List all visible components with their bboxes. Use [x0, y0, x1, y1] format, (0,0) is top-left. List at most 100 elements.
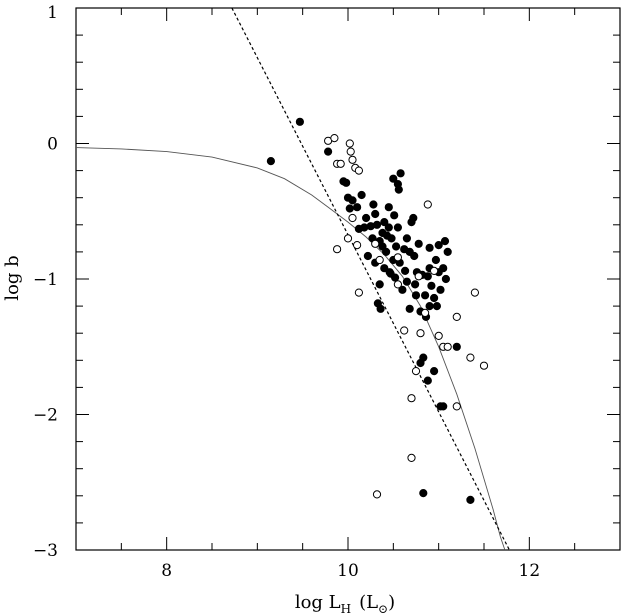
filled-point	[387, 234, 396, 243]
filled-point	[425, 302, 434, 311]
filled-point	[401, 266, 410, 275]
open-point	[430, 266, 439, 275]
open-point	[407, 394, 416, 403]
filled-point	[427, 281, 436, 290]
open-point	[375, 255, 384, 265]
filled-point	[372, 220, 382, 229]
filled-point	[324, 147, 333, 156]
filled-point	[396, 169, 405, 178]
x-axis-label-subscript: H	[341, 602, 351, 616]
filled-point	[362, 213, 371, 223]
filled-point	[414, 239, 423, 248]
filled-point	[295, 117, 304, 126]
open-point	[434, 331, 443, 340]
filled-point	[423, 272, 432, 281]
y-tick-label: 0	[47, 135, 58, 155]
y-tick-label: −3	[33, 541, 58, 561]
plot-border	[75, 7, 621, 551]
filled-point	[443, 247, 452, 256]
open-point	[470, 288, 479, 297]
y-axis-label: log b	[2, 255, 23, 300]
x-axis-label-unit-subscript: ⊙	[378, 602, 388, 616]
filled-point	[419, 353, 428, 362]
open-point	[348, 213, 357, 223]
filled-point	[431, 255, 440, 265]
axis-ticks	[75, 7, 621, 551]
filled-point	[348, 196, 357, 205]
filled-point	[439, 402, 448, 411]
filled-point	[375, 280, 384, 289]
open-point	[343, 234, 353, 243]
open-point	[393, 280, 402, 289]
open-point	[452, 312, 461, 321]
filled-point	[441, 274, 450, 284]
filled-point	[345, 204, 354, 213]
open-point	[407, 453, 416, 462]
open-point	[333, 245, 342, 254]
dashed-curve	[231, 7, 510, 551]
open-point	[400, 326, 409, 335]
open-point	[414, 272, 423, 281]
solid-curve	[75, 147, 506, 551]
filled-point	[419, 489, 428, 498]
filled-point	[369, 200, 378, 209]
filled-point	[380, 264, 389, 273]
plot-frame	[75, 7, 621, 551]
filled-point	[405, 304, 414, 313]
open-point	[354, 166, 363, 175]
filled-point	[409, 213, 418, 223]
x-axis-label-unit: (L	[359, 592, 378, 613]
filled-point	[452, 342, 461, 351]
x-tick-label: 12	[519, 561, 541, 581]
filled-point	[342, 178, 351, 187]
x-tick-label: 8	[161, 561, 172, 581]
model-curves	[75, 7, 510, 551]
filled-point	[436, 285, 445, 294]
open-point	[423, 200, 432, 209]
filled-point	[466, 495, 475, 504]
filled-point	[380, 218, 389, 227]
filled-point	[392, 242, 401, 251]
filled-point	[266, 157, 275, 166]
filled-point	[393, 223, 402, 232]
filled-point	[386, 269, 395, 278]
x-tick-label: 10	[337, 561, 359, 581]
open-point	[336, 159, 345, 168]
open-point	[421, 308, 430, 317]
filled-point	[421, 291, 430, 300]
open-point	[479, 361, 489, 370]
open-point	[372, 490, 382, 499]
open-point	[346, 147, 355, 156]
open-point	[330, 134, 339, 143]
open-point	[416, 329, 425, 338]
filled-point	[440, 237, 450, 246]
filled-point	[363, 251, 372, 261]
filled-point	[430, 293, 439, 303]
open-point	[393, 253, 402, 262]
data-points	[266, 117, 489, 504]
filled-point	[394, 185, 403, 194]
open-point	[371, 239, 380, 248]
filled-point	[357, 190, 366, 200]
filled-point	[411, 280, 420, 289]
filled-point	[384, 223, 393, 232]
filled-point	[382, 247, 391, 256]
filled-point	[402, 234, 411, 243]
filled-point	[439, 264, 448, 273]
filled-point	[402, 277, 411, 286]
open-point	[348, 155, 357, 164]
open-point	[353, 241, 362, 250]
open-point	[354, 288, 363, 297]
filled-point	[423, 376, 432, 385]
filled-point	[353, 203, 362, 212]
open-point	[443, 342, 452, 351]
filled-point	[432, 302, 441, 311]
y-tick-label: −2	[33, 406, 58, 426]
filled-point	[371, 209, 380, 219]
filled-point	[411, 291, 421, 300]
filled-point	[430, 367, 439, 376]
open-point	[466, 353, 475, 362]
x-axis-label-main: log L	[295, 592, 341, 613]
